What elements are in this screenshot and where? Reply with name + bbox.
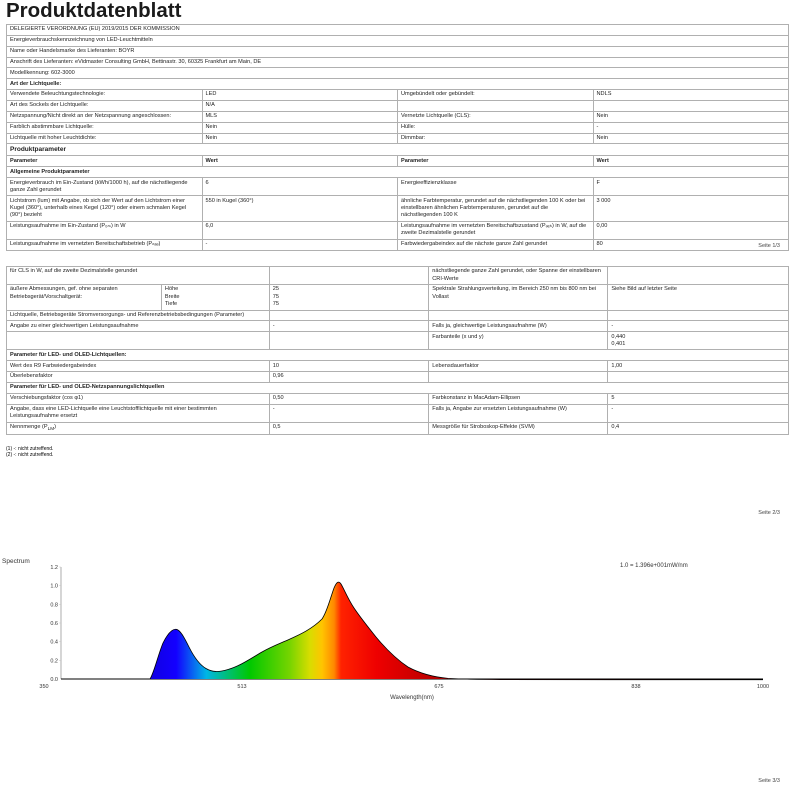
svg-text:Spectrum: Spectrum <box>2 558 30 565</box>
svg-text:0.6: 0.6 <box>50 621 58 627</box>
svg-text:0.2: 0.2 <box>50 658 58 664</box>
svg-text:0.0: 0.0 <box>50 677 58 683</box>
svg-text:675: 675 <box>434 684 443 690</box>
svg-text:1000: 1000 <box>757 684 769 690</box>
svg-text:1.0: 1.0 <box>50 584 58 590</box>
svg-text:0.8: 0.8 <box>50 602 58 608</box>
svg-text:1.0 = 1.396e+001mW/nm: 1.0 = 1.396e+001mW/nm <box>620 563 688 569</box>
svg-text:Wavelength(nm): Wavelength(nm) <box>390 695 434 701</box>
svg-text:350: 350 <box>39 684 48 690</box>
svg-text:513: 513 <box>237 684 246 690</box>
svg-text:1.2: 1.2 <box>50 565 58 571</box>
svg-text:0.4: 0.4 <box>50 640 58 646</box>
svg-text:838: 838 <box>631 684 640 690</box>
